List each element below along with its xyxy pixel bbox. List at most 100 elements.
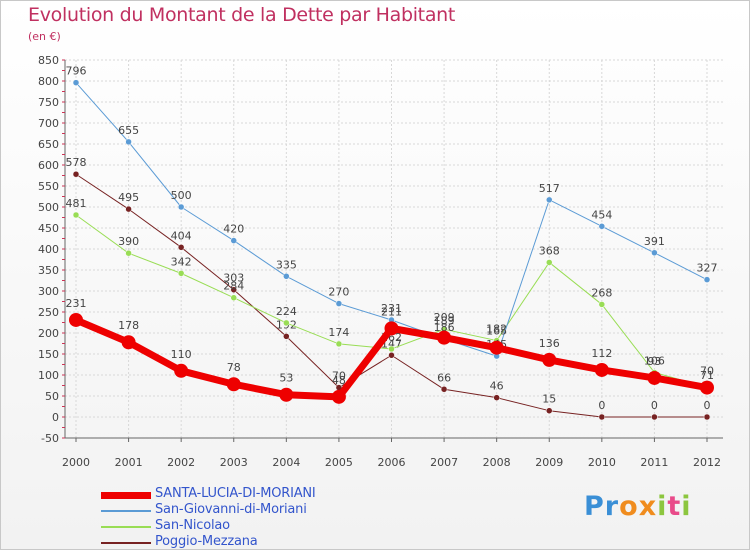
data-point (125, 138, 132, 146)
data-point (388, 352, 395, 359)
data-label: 390 (118, 235, 139, 248)
x-tick-label: 2004 (272, 456, 300, 469)
data-point (226, 377, 241, 392)
data-label: 0 (598, 399, 605, 412)
data-point (177, 203, 185, 211)
data-label: 231 (66, 297, 87, 310)
data-label: 335 (276, 258, 297, 271)
y-tick-label: 750 (38, 96, 59, 109)
data-label: 174 (328, 326, 349, 339)
data-label: 93 (647, 355, 661, 368)
legend-label: San-Giovanni-di-Moriani (155, 502, 307, 517)
data-label: 182 (486, 323, 507, 336)
legend-swatch (101, 542, 151, 544)
y-tick-label: -50 (41, 432, 59, 445)
data-point (174, 363, 189, 378)
data-point (72, 79, 80, 86)
data-label: 327 (697, 262, 718, 275)
data-label: 270 (328, 286, 349, 299)
legend-label: Poggio-Mezzana (155, 534, 258, 549)
y-tick-label: 450 (38, 222, 59, 235)
data-point (493, 394, 500, 401)
data-label: 48 (332, 374, 346, 387)
data-label: 165 (486, 325, 507, 338)
data-label: 110 (171, 348, 192, 361)
x-tick-label: 2009 (535, 456, 563, 469)
data-point (230, 286, 237, 293)
data-point (283, 333, 290, 340)
data-point (437, 330, 452, 345)
data-label: 284 (223, 280, 244, 293)
data-label: 368 (539, 244, 560, 257)
x-tick-label: 2002 (167, 456, 195, 469)
data-point (279, 387, 294, 402)
series-1: 796655500420335270231186145517454391327 (66, 65, 718, 360)
y-tick-label: 700 (38, 117, 59, 130)
data-point (598, 223, 606, 230)
grid (65, 59, 723, 439)
y-tick-label: 550 (38, 180, 59, 193)
x-tick-label: 2006 (378, 456, 406, 469)
data-label: 303 (223, 272, 244, 285)
y-tick-label: 650 (38, 138, 59, 151)
x-tick-label: 2000 (62, 456, 90, 469)
data-point (651, 249, 658, 257)
data-label: 70 (332, 370, 346, 383)
data-label: 70 (700, 365, 714, 378)
data-point (700, 380, 714, 395)
data-point (546, 259, 553, 266)
data-point (651, 413, 658, 421)
data-point (283, 273, 290, 280)
data-label: 391 (644, 235, 665, 248)
data-label: 0 (704, 399, 711, 412)
data-point (388, 345, 395, 353)
data-label: 224 (276, 305, 297, 318)
data-label: 78 (227, 361, 241, 374)
series-0: 231 178 110 78 53 48 211 189 165 136 112 93 70 (66, 297, 714, 404)
y-tick-label: 300 (38, 285, 59, 298)
x-tick-label: 2007 (430, 456, 458, 469)
y-tick-label: 500 (38, 201, 59, 214)
data-point (72, 170, 80, 178)
data-point (703, 276, 711, 283)
legend-label: San-Nicolao (155, 518, 230, 533)
data-label: 0 (651, 399, 658, 412)
legend-swatch (101, 491, 151, 499)
y-tick-label: 100 (38, 369, 59, 382)
data-point (335, 340, 343, 348)
data-label: 136 (539, 337, 560, 350)
y-tick-label: 600 (38, 159, 59, 172)
data-point (598, 301, 606, 308)
data-point (177, 244, 185, 251)
data-label: 71 (700, 369, 714, 382)
data-label: 655 (118, 124, 139, 137)
data-label: 495 (118, 191, 139, 204)
data-point (125, 249, 132, 257)
legend-label: SANTA-LUCIA-DI-MORIANI (155, 486, 316, 501)
data-point (647, 370, 662, 385)
data-label: 106 (644, 354, 665, 367)
proxiti-logo: Proxiti (584, 491, 692, 522)
data-point (331, 389, 346, 404)
data-point (121, 335, 136, 350)
data-label: 500 (171, 189, 192, 202)
data-point (177, 270, 185, 277)
y-tick-label: 800 (38, 75, 59, 88)
data-point (542, 352, 557, 367)
y-tick-label: 150 (38, 348, 59, 361)
x-tick-label: 2012 (693, 456, 721, 469)
data-label: 46 (490, 380, 504, 393)
data-label: 66 (437, 371, 451, 384)
data-label: 420 (223, 223, 244, 236)
data-label: 796 (66, 65, 87, 78)
data-label: 189 (434, 315, 455, 328)
data-point (125, 205, 132, 213)
data-point (384, 321, 399, 336)
y-tick-label: 200 (38, 327, 59, 340)
data-label: 454 (591, 208, 612, 221)
data-label: 578 (66, 156, 87, 169)
chart-title: Evolution du Montant de la Dette par Hab… (28, 4, 456, 26)
